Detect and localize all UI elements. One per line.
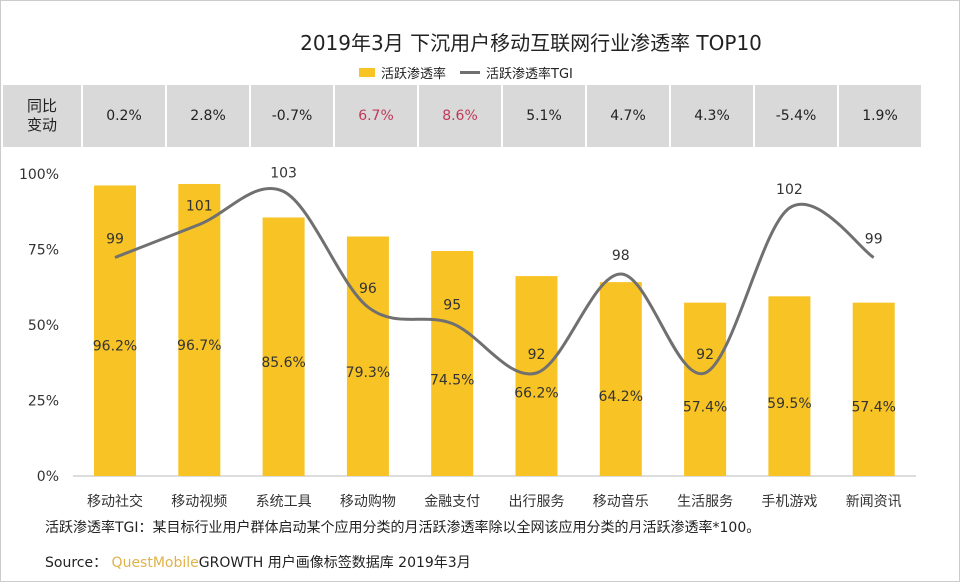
yoy-table: 同比 变动 0.2% 2.8% -0.7% 6.7% 8.6% 5.1% 4.7% 4.3% -5… — [3, 85, 923, 147]
yoy-header-text: 同比 变动 — [26, 97, 57, 134]
y-tick-label: 0% — [37, 469, 59, 485]
questmobile-brand: QuestMobile — [111, 555, 199, 571]
yoy-cell: -0.7% — [251, 85, 333, 147]
y-tick-label: 75% — [28, 243, 59, 259]
tgi-data-label: 99 — [865, 232, 883, 248]
x-tick-label: 生活服务 — [677, 494, 733, 510]
bar-data-label: 57.4% — [851, 400, 895, 416]
yoy-cell: 2.8% — [167, 85, 249, 147]
tgi-note: 活跃渗透率TGI：某目标行业用户群体启动某个应用分类的月活跃渗透率除以全网该应用… — [45, 520, 761, 536]
tgi-data-label: 98 — [612, 248, 630, 264]
bar-data-label: 79.3% — [346, 365, 390, 381]
legend-bar-label: 活跃渗透率 — [381, 67, 447, 82]
source-label: Source： — [45, 555, 108, 571]
bar — [515, 276, 558, 476]
y-tick-label: 25% — [28, 394, 59, 410]
tgi-data-label: 102 — [776, 182, 803, 198]
bar-data-label: 59.5% — [767, 396, 811, 412]
yoy-cell: 5.1% — [503, 85, 585, 147]
bar-data-label: 96.2% — [93, 339, 137, 355]
x-tick-label: 出行服务 — [509, 494, 565, 510]
x-tick-label: 系统工具 — [256, 494, 312, 510]
bar-data-label: 57.4% — [683, 400, 727, 416]
bar-data-label: 74.5% — [430, 373, 474, 389]
tgi-line — [114, 186, 875, 376]
yoy-cell: 6.7% — [335, 85, 417, 147]
y-tick-label: 50% — [28, 318, 59, 334]
legend-line-swatch — [460, 71, 481, 74]
x-tick-label: 移动社交 — [87, 493, 143, 510]
x-tick-label: 移动视频 — [171, 494, 227, 510]
bar-data-label: 64.2% — [599, 389, 643, 405]
source: Source： QuestMobileGROWTH 用户画像标签数据库 2019… — [45, 552, 471, 572]
bar-data-label: 96.7% — [177, 338, 221, 354]
bar — [684, 302, 727, 476]
legend: 活跃渗透率 活跃渗透率TGI — [359, 63, 573, 82]
bar — [262, 217, 305, 476]
tgi-data-label: 96 — [359, 281, 377, 297]
yoy-cell: 4.7% — [587, 85, 669, 147]
x-tick-label: 新闻资讯 — [846, 494, 902, 510]
yoy-cell: 8.6% — [419, 85, 501, 147]
bar — [768, 296, 811, 476]
bar-data-label: 85.6% — [261, 355, 305, 371]
yoy-cell: -5.4% — [755, 85, 837, 147]
bar — [852, 302, 895, 476]
yoy-header: 同比 变动 — [3, 85, 81, 147]
x-tick-label: 移动音乐 — [593, 493, 649, 510]
tgi-data-label: 99 — [106, 232, 124, 248]
bar — [346, 236, 389, 476]
tgi-data-label: 92 — [696, 347, 714, 363]
legend-bar-swatch — [359, 68, 375, 77]
tgi-data-label: 103 — [270, 166, 297, 182]
chart-title: 2019年3月 下沉用户移动互联网行业渗透率 TOP10 — [300, 31, 762, 55]
x-tick-label: 金融支付 — [424, 494, 480, 510]
yoy-cell: 1.9% — [839, 85, 921, 147]
y-tick-label: 100% — [19, 167, 59, 183]
bar — [94, 185, 136, 476]
bar — [599, 282, 642, 476]
bar — [178, 183, 221, 476]
yoy-cell: 4.3% — [671, 85, 753, 147]
bar-data-label: 66.2% — [514, 386, 558, 402]
tgi-data-label: 95 — [443, 298, 461, 314]
x-tick-label: 手机游戏 — [761, 494, 817, 510]
tgi-data-label: 101 — [186, 199, 213, 215]
bar — [431, 251, 474, 476]
x-tick-label: 移动购物 — [340, 494, 396, 510]
legend-line-label: 活跃渗透率TGI — [486, 67, 573, 82]
yoy-cell: 0.2% — [83, 85, 165, 147]
tgi-data-label: 92 — [528, 347, 546, 363]
source-text: GROWTH 用户画像标签数据库 2019年3月 — [198, 555, 471, 571]
